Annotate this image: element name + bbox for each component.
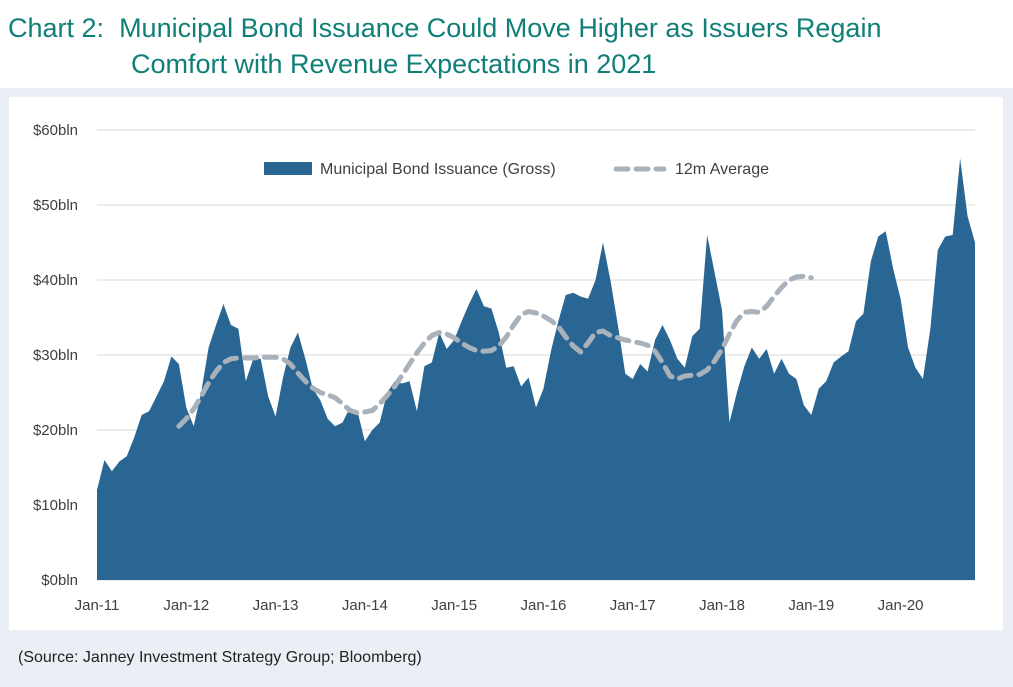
title-text-1: Municipal Bond Issuance Could Move Highe… <box>119 13 882 43</box>
y-tick-label: $30bln <box>33 347 78 364</box>
title-text-2: Comfort with Revenue Expectations in 202… <box>131 49 657 79</box>
issuance-area <box>97 158 975 580</box>
legend-label-issuance: Municipal Bond Issuance (Gross) <box>320 161 556 178</box>
issuance-area-layer <box>97 158 975 580</box>
x-tick-label: Jan-16 <box>521 597 567 614</box>
legend-swatch-issuance <box>264 162 312 175</box>
y-tick-label: $40bln <box>33 272 78 289</box>
x-tick-label: Jan-20 <box>878 597 924 614</box>
chart-title: Chart 2: Municipal Bond Issuance Could M… <box>8 10 1008 82</box>
x-tick-label: Jan-13 <box>253 597 299 614</box>
title-prefix: Chart 2: <box>8 13 105 43</box>
title-line-1: Chart 2: Municipal Bond Issuance Could M… <box>8 10 1008 46</box>
average-line-layer <box>176 273 814 429</box>
x-tick-label: Jan-14 <box>342 597 388 614</box>
y-tick-label: $60bln <box>33 122 78 139</box>
x-tick-label: Jan-12 <box>163 597 209 614</box>
x-tick-label: Jan-18 <box>699 597 745 614</box>
y-tick-label: $50bln <box>33 197 78 214</box>
legend-label-average: 12m Average <box>675 161 769 178</box>
y-tick-label: $20bln <box>33 422 78 439</box>
x-tick-label: Jan-19 <box>788 597 834 614</box>
x-axis: Jan-11 Jan-12 Jan-13 Jan-14 Jan-15 Jan-16 Jan-… <box>75 597 924 614</box>
average-line <box>176 273 814 429</box>
y-axis: $0bln $10bln $20bln $30bln $40bln $50bln $60bl… <box>33 122 78 589</box>
legend: Municipal Bond Issuance (Gross) 12m Aver… <box>264 161 769 178</box>
y-tick-label: $10bln <box>33 497 78 514</box>
y-tick-label: $0bln <box>41 572 78 589</box>
x-tick-label: Jan-11 <box>75 597 120 614</box>
source-note: (Source: Janney Investment Strategy Grou… <box>18 649 422 666</box>
x-tick-label: Jan-17 <box>610 597 656 614</box>
x-tick-label: Jan-15 <box>431 597 477 614</box>
